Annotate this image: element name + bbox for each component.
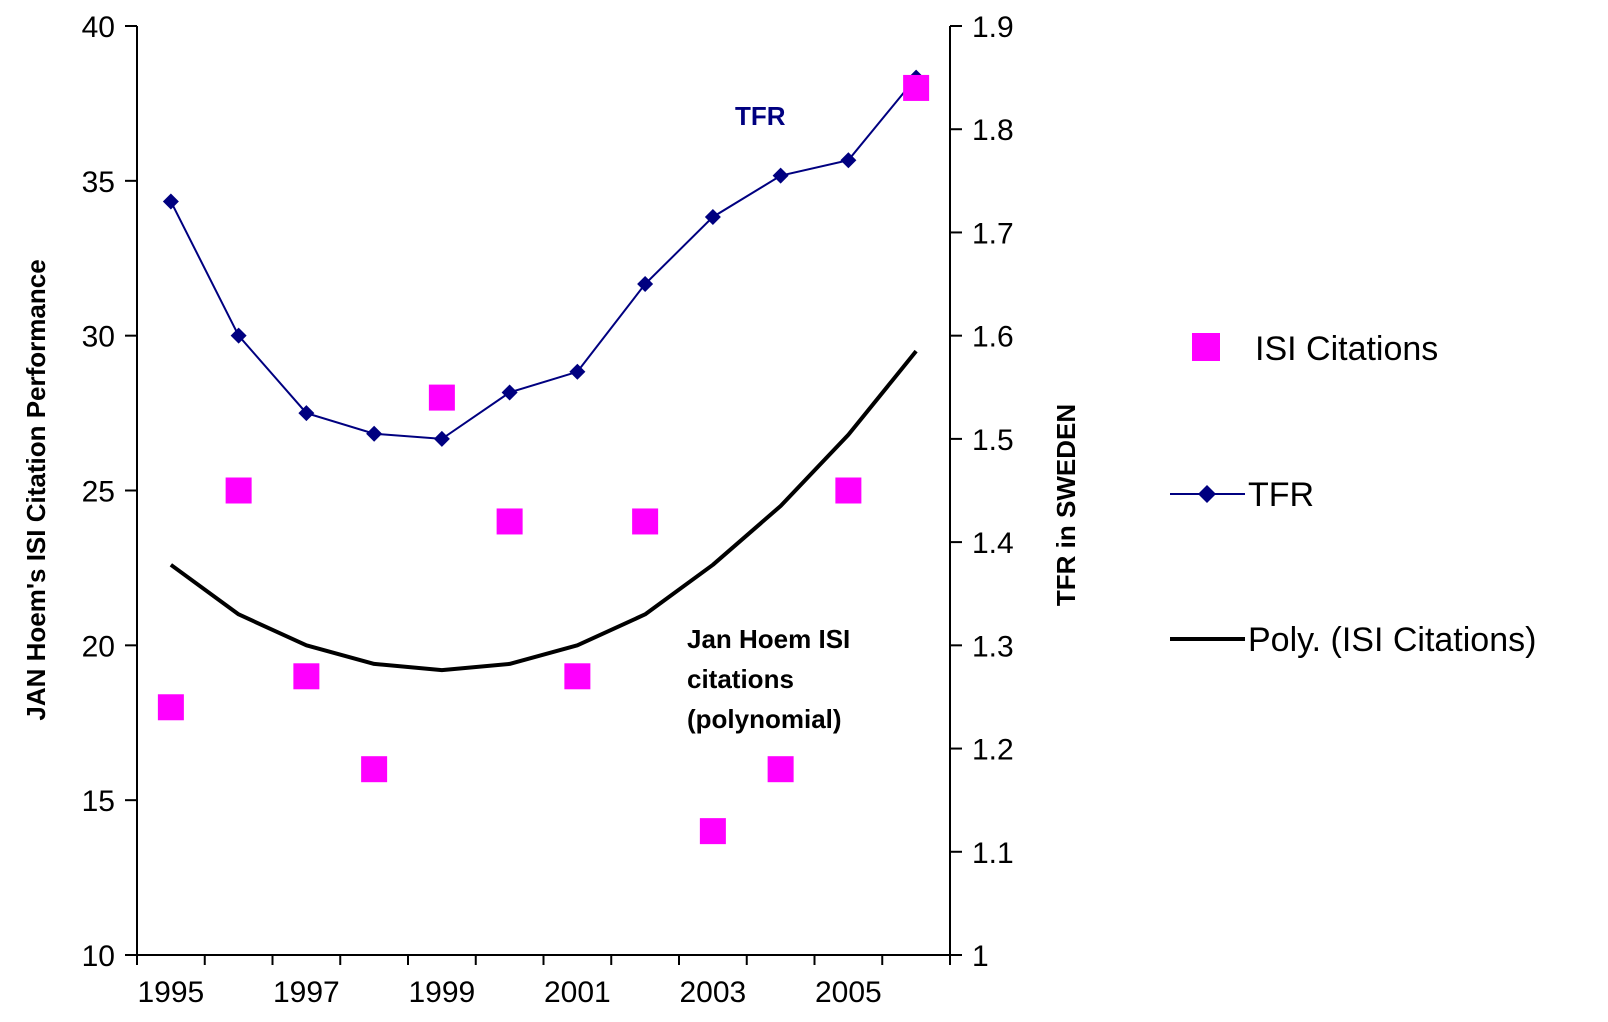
y-right-tick-label: 1.6 xyxy=(972,321,1014,354)
isi-point xyxy=(699,818,726,845)
poly-annotation-line: Jan Hoem ISI xyxy=(687,624,850,654)
tfr-point xyxy=(501,384,518,401)
y-left-tick-label: 20 xyxy=(82,630,115,663)
axis-titles: JAN Hoem's ISI Citation Performance TFR … xyxy=(21,259,1081,720)
y-right-tick-label: 1.2 xyxy=(972,734,1014,767)
isi-point xyxy=(903,74,930,101)
isi-point xyxy=(428,384,455,411)
isi-point xyxy=(361,756,388,783)
tfr-line xyxy=(169,76,917,440)
y-left-tick-label: 15 xyxy=(82,785,115,818)
y-right-tick-label: 1 xyxy=(972,940,989,973)
poly-annotation-line: citations xyxy=(687,664,794,694)
isi-point xyxy=(632,508,659,535)
isi-point xyxy=(767,756,794,783)
left-axis-title: JAN Hoem's ISI Citation Performance xyxy=(21,259,51,720)
legend-isi-marker xyxy=(1192,333,1220,361)
y-right-tick-label: 1.8 xyxy=(972,114,1014,147)
legend-poly-label: Poly. (ISI Citations) xyxy=(1248,621,1536,659)
isi-point xyxy=(157,694,184,721)
tfr-point xyxy=(704,208,721,225)
poly-trendline xyxy=(169,349,918,673)
legend-tfr-marker xyxy=(1198,485,1216,503)
tfr-point xyxy=(433,430,450,447)
series-tfr xyxy=(162,69,925,447)
y-left-tick-label: 10 xyxy=(82,940,115,973)
y-right-tick-label: 1.4 xyxy=(972,527,1014,560)
legend-isi-label: ISI Citations xyxy=(1255,330,1438,368)
tfr-point xyxy=(366,425,383,442)
series-isi xyxy=(157,74,930,845)
x-tick-label: 2001 xyxy=(544,976,611,1009)
annotations: TFR Jan Hoem ISI citations (polynomial) xyxy=(687,101,850,734)
y-right-tick-label: 1.5 xyxy=(972,424,1014,457)
y-left-tick-label: 25 xyxy=(82,476,115,509)
x-tick-label: 1999 xyxy=(409,976,476,1009)
isi-point xyxy=(293,663,320,690)
y-right-tick-label: 1.7 xyxy=(972,217,1014,250)
legend-tfr-label: TFR xyxy=(1248,476,1314,514)
tfr-point xyxy=(569,363,586,380)
isi-point xyxy=(496,508,523,535)
y-left-tick-label: 40 xyxy=(82,11,115,44)
tfr-point xyxy=(840,152,857,169)
tfr-point xyxy=(298,405,315,422)
isi-point xyxy=(225,477,252,504)
tfr-point xyxy=(637,276,654,293)
y-right-tick-label: 1.3 xyxy=(972,630,1014,663)
y-left-tick-label: 35 xyxy=(82,166,115,199)
ticks xyxy=(125,25,962,965)
x-tick-label: 1995 xyxy=(138,976,205,1009)
tfr-point xyxy=(772,167,789,184)
x-tick-label: 1997 xyxy=(273,976,340,1009)
x-tick-label: 2005 xyxy=(815,976,882,1009)
legend: ISI Citations TFR Poly. (ISI Citations) xyxy=(1170,330,1536,659)
tfr-annotation: TFR xyxy=(735,101,786,131)
x-tick-label: 2003 xyxy=(680,976,747,1009)
series-poly xyxy=(169,349,918,673)
isi-point xyxy=(835,477,862,504)
poly-annotation-line: (polynomial) xyxy=(687,704,842,734)
tfr-point xyxy=(162,193,179,210)
y-left-tick-label: 30 xyxy=(82,321,115,354)
right-axis-title: TFR in SWEDEN xyxy=(1051,404,1081,606)
tfr-point xyxy=(230,327,247,344)
y-right-tick-label: 1.1 xyxy=(972,837,1014,870)
tick-labels: 1995 1997 1999 2001 2003 2005 10 15 20 25 30 35 40 1 1… xyxy=(82,11,1014,1009)
isi-point xyxy=(564,663,591,690)
y-right-tick-label: 1.9 xyxy=(972,11,1014,44)
